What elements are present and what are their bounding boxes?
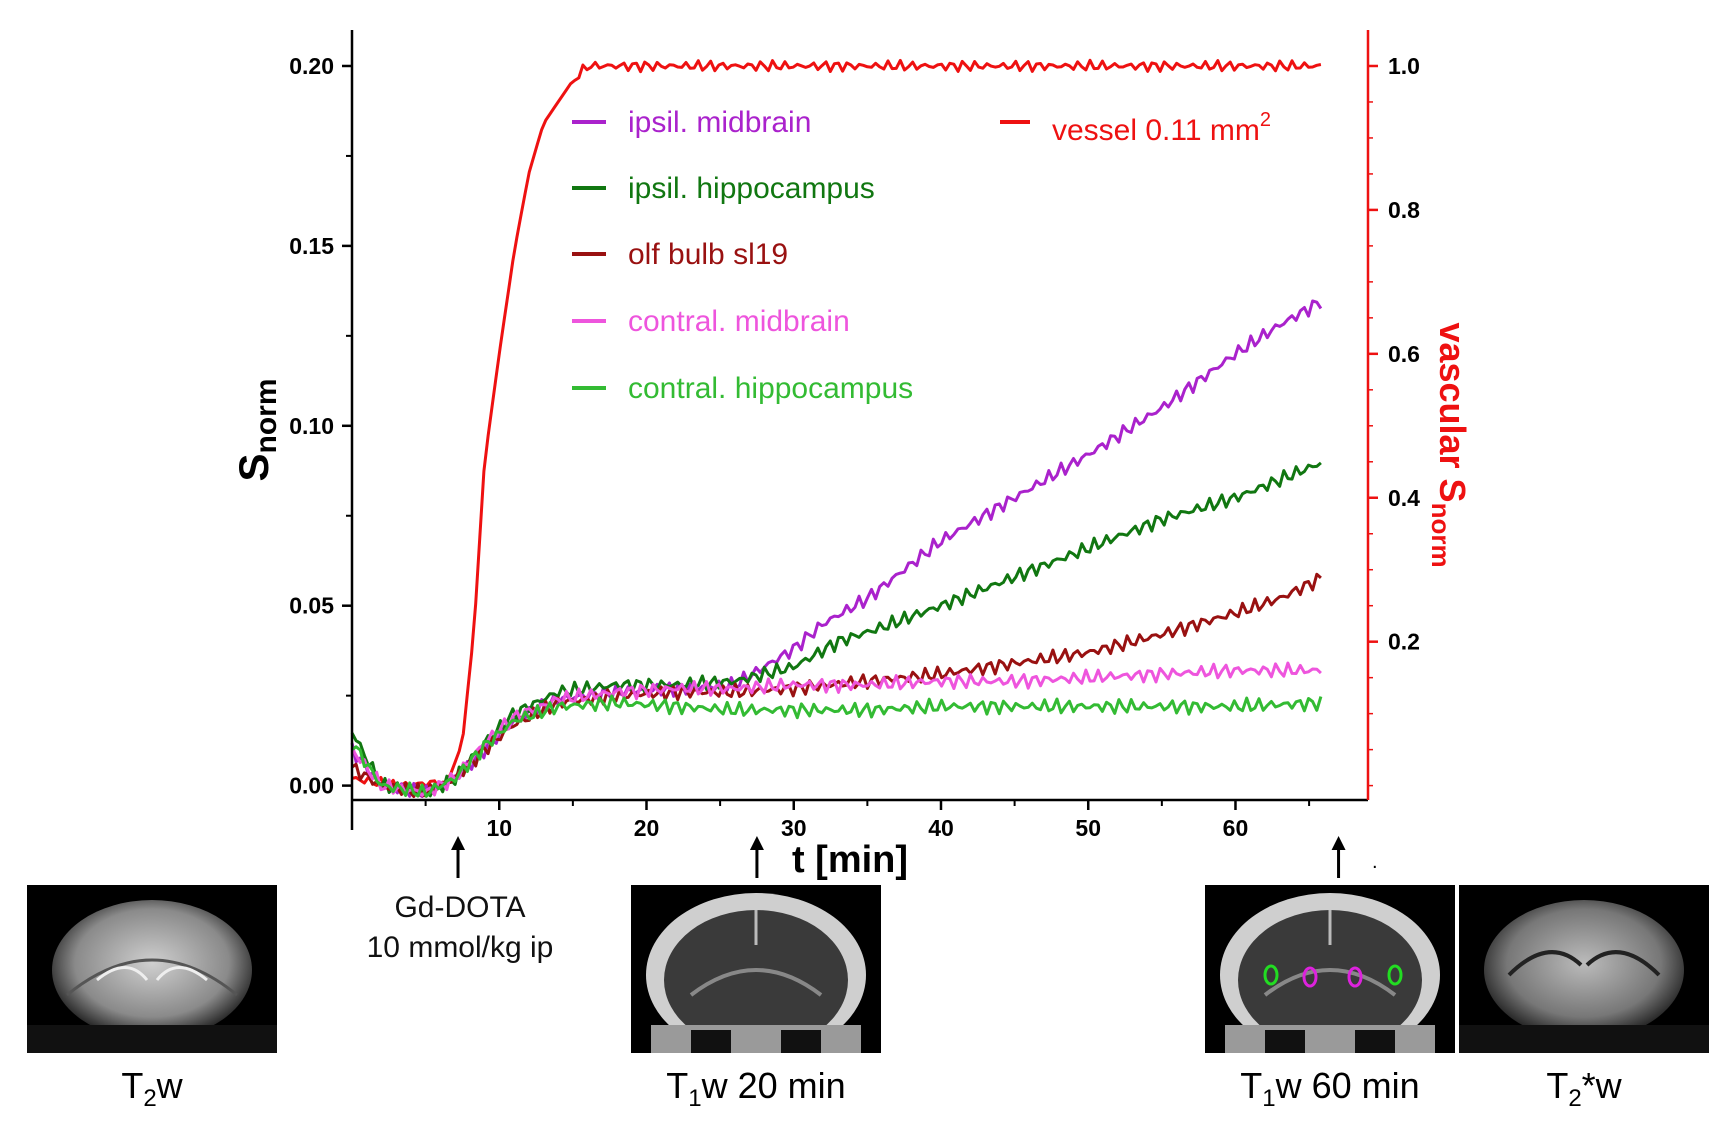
legend-label-ipsil-midbrain: ipsil. midbrain	[628, 106, 811, 139]
x-axis-title: t [min]	[792, 839, 908, 881]
y-tick-label-left: 0.10	[289, 413, 334, 439]
y-axis-title-left: Snorm	[230, 378, 283, 481]
y-tick-label-left: 0.00	[289, 773, 334, 799]
legend-label-olf-bulb: olf bulb sl19	[628, 238, 788, 271]
y-axis-title-right: vascular Snorm	[1426, 322, 1473, 567]
event-arrowhead-2	[1331, 836, 1346, 850]
legend-label-vessel: vessel 0.11 mm2	[1052, 109, 1271, 147]
event-arrowhead-0	[451, 836, 466, 850]
y-tick-label-right: 0.8	[1388, 197, 1420, 223]
caption-t1w-60min: T1w 60 min	[1240, 1065, 1420, 1113]
legend-label-contral-midbrain: contral. midbrain	[628, 305, 850, 338]
injection-agent: Gd-DOTA	[394, 891, 526, 924]
stray-dot: .	[1372, 851, 1378, 873]
roi-ipsil-midbrain	[1347, 966, 1363, 988]
event-arrowhead-1	[749, 836, 764, 850]
legend-label-ipsil-hippocampus: ipsil. hippocampus	[628, 172, 875, 205]
ticks-layer: 10 20 30 40 50 60 0.00 0.05 0.10 0.15 0.20 0.2 0.4 0.…	[289, 53, 1420, 841]
roi-ipsil-hippocampus	[1387, 964, 1403, 986]
y-tick-label-right: 1.0	[1388, 53, 1420, 79]
y-tick-label-left: 0.15	[289, 233, 334, 259]
y-tick-label-left: 0.05	[289, 593, 334, 619]
roi-contral-midbrain	[1302, 966, 1318, 988]
legend: ipsil. midbrain ipsil. hippocampus olf b…	[572, 106, 1271, 405]
x-tick-label: 40	[928, 815, 954, 841]
series-line-0	[351, 58, 1322, 791]
x-tick-label: 30	[781, 815, 807, 841]
mri-thumbnail-t2w	[27, 885, 277, 1053]
y-tick-label-right: 0.6	[1388, 341, 1420, 367]
roi-contral-hippocampus	[1263, 964, 1279, 986]
series-line-4	[350, 661, 1322, 797]
line-chart: 10 20 30 40 50 60 0.00 0.05 0.10 0.15 0.20 0.2 0.4 0.…	[230, 30, 1473, 881]
series-line-2	[350, 461, 1322, 798]
mri-thumbnail-t2star-w	[1459, 885, 1709, 1053]
caption-t2w: T2w	[121, 1065, 183, 1113]
arrow-layer	[451, 836, 1346, 878]
mri-thumbnail-t1w-60min	[1205, 885, 1455, 1053]
x-tick-label: 50	[1075, 815, 1101, 841]
x-tick-label: 20	[634, 815, 660, 841]
series-line-5	[351, 694, 1323, 798]
mri-thumbnail-t1w-20min	[631, 885, 881, 1053]
series-layer	[350, 58, 1323, 798]
y-tick-label-right: 0.2	[1388, 629, 1420, 655]
injection-dose: 10 mmol/kg ip	[366, 931, 554, 964]
x-tick-label: 60	[1223, 815, 1249, 841]
legend-label-contral-hippocampus: contral. hippocampus	[628, 372, 913, 405]
x-tick-label: 10	[486, 815, 512, 841]
caption-t2star-w: T2*w	[1546, 1065, 1622, 1113]
injection-annotation: Gd-DOTA 10 mmol/kg ip	[330, 888, 590, 968]
caption-t1w-20min: T1w 20 min	[666, 1065, 846, 1113]
y-tick-label-left: 0.20	[289, 53, 334, 79]
y-tick-label-right: 0.4	[1388, 485, 1420, 511]
